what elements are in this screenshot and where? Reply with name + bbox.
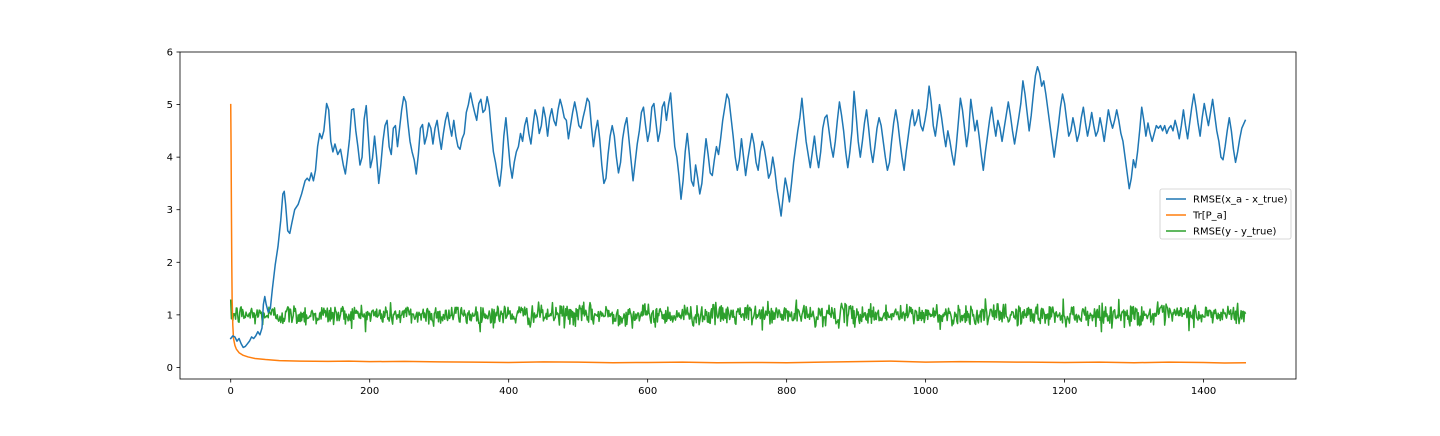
legend-box: [1159, 188, 1292, 240]
y-tick-label: 0: [167, 363, 173, 374]
series-line-3: [229, 298, 1247, 333]
y-tick-label: 5: [167, 100, 173, 111]
x-tick-label: 1200: [1052, 386, 1077, 397]
legend-label: Tr[P_a]: [1192, 211, 1227, 222]
y-tick-label: 1: [167, 310, 173, 321]
series-layer: [229, 65, 1247, 364]
y-tick-label: 6: [167, 48, 173, 59]
x-axis: 0 200 400 600 800 1000 1200 1400: [228, 379, 1216, 397]
x-tick-label: 1400: [1191, 386, 1216, 397]
y-axis: 0 1 2 3 4 5 6: [167, 48, 180, 374]
x-tick-label: 1000: [913, 386, 938, 397]
series-line-2: [229, 103, 1247, 364]
series-line-1: [229, 65, 1247, 349]
y-tick-label: 4: [167, 153, 173, 164]
y-tick-label: 3: [167, 205, 173, 216]
x-tick-label: 400: [499, 386, 518, 397]
x-tick-label: 200: [360, 386, 379, 397]
legend: RMSE(x_a - x_true) Tr[P_a] RMSE(y - y_true…: [1159, 188, 1292, 240]
legend-label: RMSE(y - y_true): [1193, 227, 1276, 238]
x-tick-label: 0: [228, 386, 234, 397]
y-tick-label: 2: [167, 258, 173, 269]
x-tick-label: 600: [638, 386, 657, 397]
legend-label: RMSE(x_a - x_true): [1193, 195, 1288, 206]
plot-frame: [179, 51, 1297, 380]
x-tick-label: 800: [777, 386, 796, 397]
